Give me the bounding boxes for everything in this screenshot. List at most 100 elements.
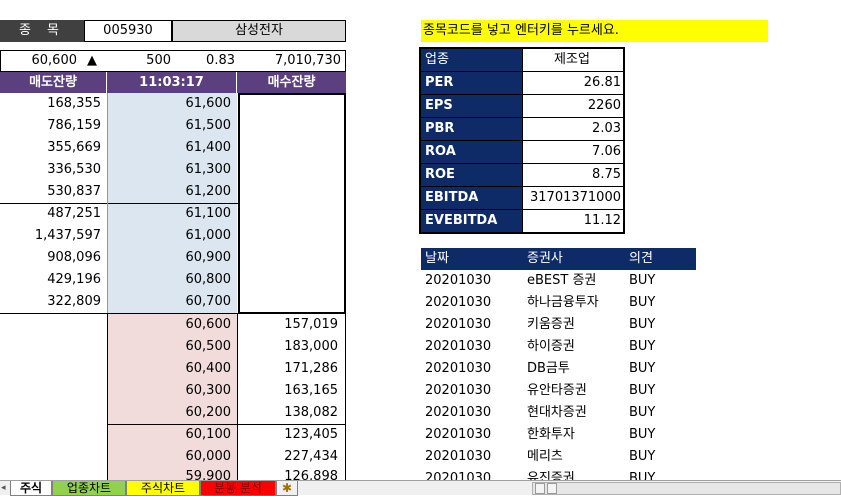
stock-code-input[interactable]: 005930 [84, 20, 172, 42]
report-date: 20201030 [425, 383, 492, 398]
report-row: 20201030 한화투자 BUY [421, 424, 696, 446]
bid-price: 60,600 [107, 314, 237, 336]
scroll-thumb[interactable] [547, 483, 557, 494]
bid-qty: 227,434 [284, 449, 338, 464]
col-opinion: 의견 [629, 251, 653, 266]
reports-header: 날짜 증권사 의견 [421, 248, 696, 270]
industry-label: 업종 [421, 49, 523, 71]
report-opinion: BUY [629, 295, 656, 310]
fundamentals-row: ROA 7.06 [421, 141, 623, 164]
horizontal-scrollbar[interactable] [532, 482, 841, 495]
report-row: 20201030 메리츠 BUY [421, 446, 696, 468]
report-opinion: BUY [629, 339, 656, 354]
ask-qty: 355,669 [47, 140, 101, 155]
report-firm: 유진증권 [527, 471, 575, 480]
metric-label: EPS [421, 95, 523, 117]
report-row: 20201030 현대차증권 BUY [421, 402, 696, 424]
new-sheet-icon[interactable]: ✱ [276, 481, 298, 496]
col-date: 날짜 [425, 251, 449, 266]
report-firm: 메리츠 [527, 449, 563, 464]
ask-row: 355,669 61,400 [0, 137, 346, 159]
bid-row: 60,000 227,434 [0, 446, 346, 468]
report-row: 20201030 하나금융투자 BUY [421, 292, 696, 314]
metric-value: 7.06 [592, 144, 621, 159]
bid-row: 60,100 123,405 [0, 424, 346, 446]
col-divider [107, 314, 108, 480]
price-change: 500 [146, 53, 171, 68]
bid-row: 60,300 163,165 [0, 380, 346, 402]
metric-value: 26.81 [583, 75, 621, 90]
sheet-tab-minute-analysis[interactable]: 분봉 분석 [200, 481, 276, 496]
report-row: 20201030 유진증권 BUY [421, 468, 696, 480]
bid-qty: 138,082 [284, 405, 338, 420]
ask-group-divider [0, 203, 238, 204]
ask-price: 60,800 [107, 269, 237, 291]
price-summary-row: 60,600 ▲ 500 0.83 7,010,730 [0, 50, 346, 72]
col-firm: 증권사 [527, 251, 563, 266]
ask-price: 61,600 [107, 93, 237, 115]
fundamentals-row: EPS 2260 [421, 95, 623, 118]
report-opinion: BUY [629, 317, 656, 332]
buy-remaining-box[interactable] [238, 93, 346, 314]
ask-price: 61,100 [107, 203, 237, 225]
report-firm: 하이증권 [527, 339, 575, 354]
ask-qty: 429,196 [47, 272, 101, 287]
metric-label: EVEBITDA [421, 210, 523, 232]
ask-row: 530,837 61,200 [0, 181, 346, 203]
report-opinion: BUY [629, 471, 656, 480]
fundamentals-row: ROE 8.75 [421, 164, 623, 187]
metric-label: PBR [421, 118, 523, 140]
trade-volume: 7,010,730 [274, 53, 341, 68]
metric-label: ROE [421, 164, 523, 186]
current-price: 60,600 [31, 53, 78, 68]
bid-qty: 163,165 [284, 383, 338, 398]
ask-row: 487,251 61,100 [0, 203, 346, 225]
bid-price: 60,300 [107, 380, 237, 402]
metric-value: 11.12 [583, 213, 621, 228]
instruction-notice: 종목코드를 넣고 엔터키를 누르세요. [421, 20, 768, 42]
col-divider [237, 314, 238, 480]
report-row: 20201030 키움증권 BUY [421, 314, 696, 336]
stock-label: 종 목 [0, 20, 84, 42]
ask-row: 908,096 60,900 [0, 247, 346, 269]
bid-qty: 171,286 [284, 361, 338, 376]
report-date: 20201030 [425, 449, 492, 464]
report-date: 20201030 [425, 405, 492, 420]
report-row: 20201030 DB금투 BUY [421, 358, 696, 380]
report-opinion: BUY [629, 361, 656, 376]
ask-qty: 487,251 [47, 206, 101, 221]
report-firm: DB금투 [527, 361, 570, 376]
bid-section: 60,600 157,019 60,500 183,000 60,400 171,28… [0, 314, 346, 486]
fundamentals-header-row: 업종 제조업 [421, 49, 623, 72]
change-rate: 0.83 [206, 53, 235, 68]
ask-price: 61,000 [107, 225, 237, 247]
scroll-left-button[interactable] [535, 483, 545, 494]
metric-label: ROA [421, 141, 523, 163]
sheet-tab-stock-chart[interactable]: 주식차트 [126, 481, 200, 496]
report-firm: 키움증권 [527, 317, 575, 332]
sheet-tab-stocks[interactable]: 주식 [10, 481, 52, 496]
ask-qty: 168,355 [47, 96, 101, 111]
ask-price: 61,200 [107, 181, 237, 203]
tab-scroll-left-icon[interactable]: ◂ [1, 483, 6, 493]
bid-right-border [345, 314, 346, 480]
ask-row: 1,437,597 61,000 [0, 225, 346, 247]
sheet-tab-industry-chart[interactable]: 업종차트 [52, 481, 126, 496]
ask-section: 168,355 61,600 786,159 61,500 355,669 61,40… [0, 93, 346, 313]
fundamentals-row: EBITDA 31701371000 [421, 187, 623, 210]
col-buy-remaining: 매수잔량 [267, 75, 316, 90]
bid-price: 60,200 [107, 402, 237, 424]
ask-row: 168,355 61,600 [0, 93, 346, 115]
stock-name: 삼성전자 [172, 20, 346, 42]
report-firm: 한화투자 [527, 427, 575, 442]
ask-qty: 786,159 [47, 118, 101, 133]
bid-price: 60,100 [107, 424, 237, 446]
analyst-reports-table: 날짜 증권사 의견 20201030 eBEST 증권 BUY 20201030 하나… [421, 248, 696, 480]
report-opinion: BUY [629, 273, 656, 288]
fundamentals-table: 업종 제조업 PER 26.81 EPS 2260 PBR 2.03 ROA 7.06 … [419, 47, 625, 234]
report-row: 20201030 유안타증권 BUY [421, 380, 696, 402]
orderbook-header: 매도잔량 11:03:17 매수잔량 [0, 72, 346, 93]
ask-price: 61,400 [107, 137, 237, 159]
report-date: 20201030 [425, 317, 492, 332]
report-opinion: BUY [629, 427, 656, 442]
